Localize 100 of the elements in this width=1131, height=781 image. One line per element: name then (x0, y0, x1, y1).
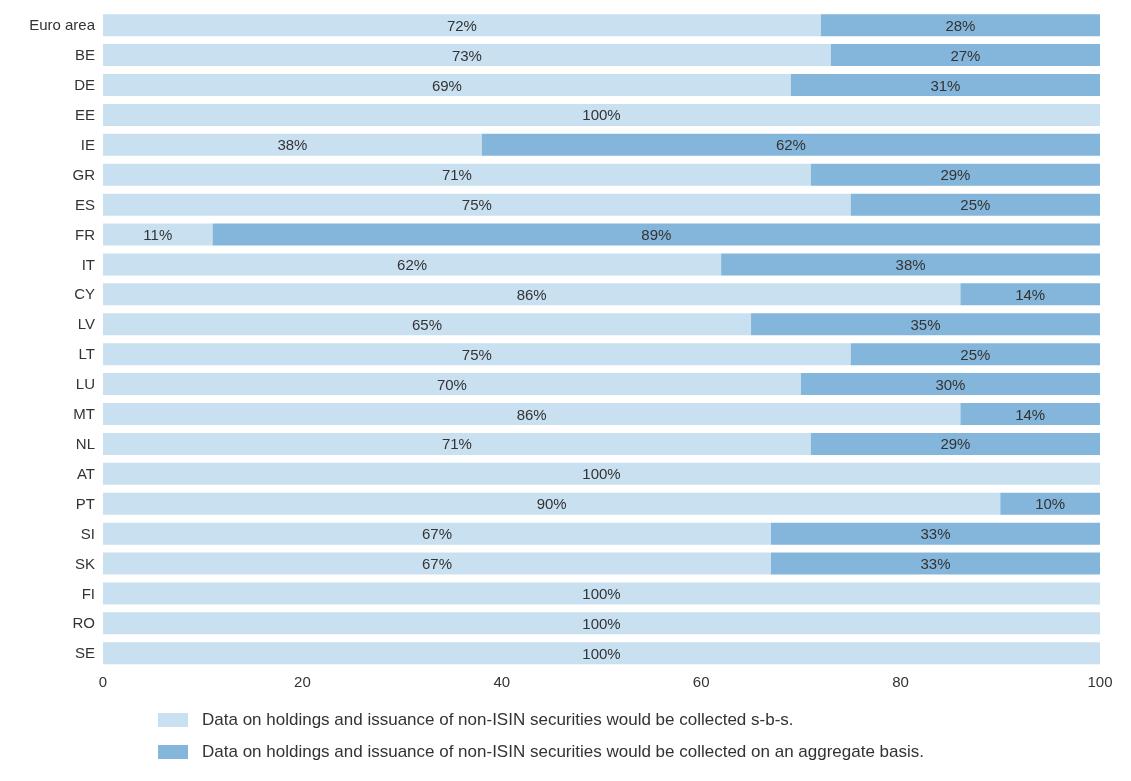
bar (103, 223, 213, 246)
data-label: 30% (935, 375, 966, 393)
bar (103, 462, 1100, 485)
x-tick-label: 60 (692, 672, 710, 690)
bar (103, 44, 831, 67)
bar (850, 343, 1100, 366)
data-label: 69% (431, 76, 462, 94)
bar (960, 403, 1100, 426)
bar (850, 193, 1100, 216)
data-label: 73% (451, 46, 482, 64)
bar (751, 313, 1100, 336)
y-tick-label: CY (74, 285, 95, 303)
bar (721, 253, 1100, 276)
bar (103, 313, 752, 336)
bar (770, 522, 1100, 545)
bar (103, 74, 791, 97)
data-label: 89% (641, 226, 672, 244)
data-label: 31% (930, 76, 961, 94)
data-label: 62% (397, 255, 428, 273)
bar (800, 373, 1100, 396)
bar (770, 552, 1100, 575)
data-label: 71% (441, 166, 472, 184)
data-label: 86% (516, 285, 547, 303)
data-label: 86% (516, 405, 547, 423)
y-tick-label: MT (73, 405, 95, 423)
bar (1000, 492, 1100, 515)
y-tick-label: DE (74, 76, 95, 94)
bar (481, 133, 1100, 156)
bar (103, 283, 961, 306)
bar (830, 44, 1100, 67)
data-label: 25% (960, 196, 991, 214)
bar (103, 582, 1100, 605)
y-tick-label: LU (75, 375, 95, 393)
data-label: 100% (582, 465, 621, 483)
data-label: 67% (421, 555, 453, 573)
y-tick-label: SI (80, 524, 95, 542)
bar (103, 343, 851, 366)
data-label: 29% (940, 435, 971, 453)
bar (212, 223, 1100, 246)
data-label: 27% (950, 46, 981, 64)
bar (103, 133, 482, 156)
x-tick-label: 40 (493, 672, 511, 690)
bar (103, 14, 821, 37)
data-label: 72% (446, 16, 477, 34)
bar (103, 403, 961, 426)
data-label: 65% (412, 315, 443, 333)
x-tick-label: 100 (1087, 672, 1113, 690)
data-label: 28% (945, 16, 976, 34)
data-label: 33% (920, 555, 951, 573)
x-tick-label: 0 (98, 672, 108, 690)
y-tick-label: LV (77, 315, 95, 333)
y-tick-label: AT (76, 464, 95, 482)
y-tick-label: Euro area (29, 16, 96, 34)
bar (103, 492, 1001, 515)
y-tick-label: LT (78, 345, 95, 363)
bar (103, 253, 722, 276)
data-label: 35% (910, 315, 941, 333)
bar (810, 432, 1100, 455)
legend-label: Data on holdings and issuance of non-ISIN securities would be collected on an aggregate basis. (202, 742, 925, 762)
y-tick-label: RO (72, 614, 95, 632)
data-label: 70% (436, 375, 467, 393)
bar (790, 74, 1100, 97)
data-label: 100% (582, 644, 621, 662)
bar (103, 432, 811, 455)
y-tick-label: NL (75, 435, 95, 453)
data-label: 100% (582, 584, 621, 602)
y-tick-label: GR (72, 165, 96, 183)
bar (103, 522, 771, 545)
data-label: 29% (940, 166, 971, 184)
y-tick-label: ES (74, 195, 95, 213)
data-label: 75% (461, 345, 492, 363)
y-tick-label: SE (74, 644, 95, 662)
data-label: 14% (1015, 285, 1046, 303)
y-tick-label: PT (75, 494, 95, 512)
data-label: 38% (895, 255, 926, 273)
data-label: 11% (143, 226, 173, 244)
y-tick-label: EE (74, 106, 95, 124)
y-tick-label: FR (75, 225, 96, 243)
bar (810, 163, 1100, 186)
data-label: 100% (582, 614, 621, 632)
bar (103, 193, 851, 216)
data-label: 25% (960, 345, 991, 363)
data-label: 67% (421, 525, 453, 543)
bar (820, 14, 1100, 37)
y-tick-label: IE (80, 135, 95, 153)
bar (103, 103, 1100, 126)
y-tick-label: FI (81, 584, 95, 602)
legend-label: Data on holdings and issuance of non-ISIN securities would be collected s-b-s. (202, 710, 794, 730)
data-label: 71% (441, 435, 472, 453)
data-label: 75% (461, 196, 492, 214)
data-label: 10% (1035, 495, 1066, 513)
bar (960, 283, 1100, 306)
data-label: 14% (1015, 405, 1046, 423)
bar (103, 373, 801, 396)
x-tick-label: 20 (294, 672, 311, 690)
data-label: 33% (920, 525, 951, 543)
bar (103, 642, 1100, 665)
data-label: 62% (775, 136, 806, 154)
data-label: 100% (582, 106, 621, 124)
data-label: 90% (536, 495, 567, 513)
